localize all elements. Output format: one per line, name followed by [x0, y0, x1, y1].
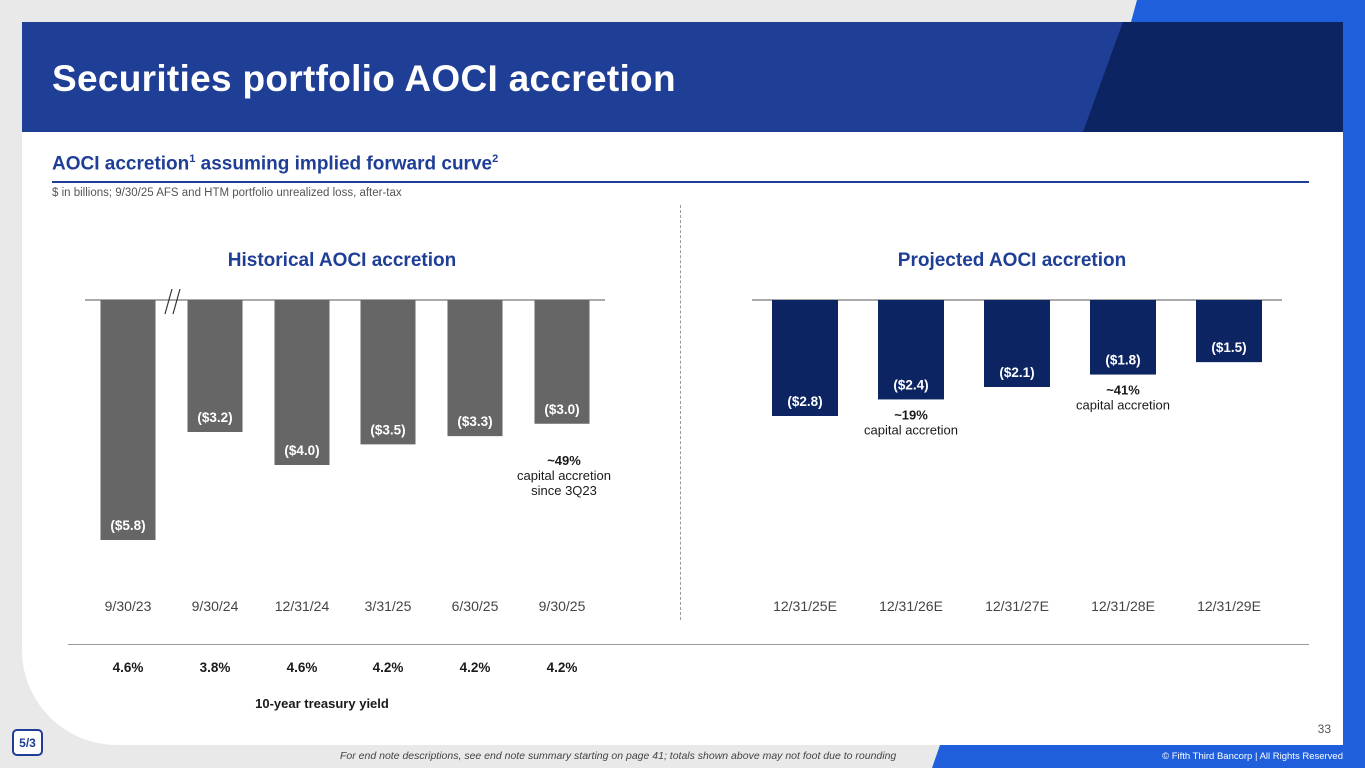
- historical-bar-label: ($4.0): [284, 443, 319, 458]
- treasury-yield-value: 3.8%: [199, 660, 231, 675]
- fifth-third-logo-icon: 5/3: [12, 729, 43, 756]
- copyright: © Fifth Third Bancorp | All Rights Reser…: [1162, 751, 1343, 762]
- historical-x-tick: 12/31/24: [275, 598, 330, 614]
- projected-annotation: capital accretion: [864, 422, 958, 437]
- projected-bar: [1196, 300, 1262, 363]
- historical-bar: [447, 300, 503, 437]
- historical-bar: [100, 300, 156, 540]
- projected-bar-label: ($1.5): [1211, 340, 1246, 355]
- historical-bar: [274, 300, 330, 465]
- treasury-yield-value: 4.2%: [372, 660, 404, 675]
- subtitle-rule: [52, 181, 1309, 183]
- treasury-yield-value: 4.2%: [546, 660, 578, 675]
- projected-bar: [1090, 300, 1156, 375]
- treasury-yield-row: 4.6% 3.8% 4.6% 4.2% 4.2% 4.2%: [80, 660, 610, 680]
- header-slant: [1083, 22, 1343, 132]
- historical-bar-label: ($5.8): [110, 518, 145, 533]
- top-accent-bar: [1131, 0, 1365, 22]
- historical-x-tick: 3/31/25: [365, 598, 412, 614]
- projected-x-tick: 12/31/28E: [1091, 598, 1155, 614]
- projected-annotation: capital accretion: [1076, 398, 1170, 413]
- projected-bar-label: ($2.8): [787, 394, 822, 409]
- projected-bar: [772, 300, 838, 416]
- axis-break-mark: [164, 288, 173, 315]
- projected-bar: [878, 300, 944, 400]
- right-accent-strip: [1343, 22, 1365, 745]
- projected-bar-label: ($1.8): [1105, 353, 1140, 368]
- historical-chart-title: Historical AOCI accretion: [228, 250, 456, 271]
- treasury-yield-value: 4.6%: [112, 660, 144, 675]
- footnote-ref-2: 2: [492, 153, 499, 165]
- historical-bar: [360, 300, 416, 445]
- historical-x-tick: 9/30/25: [539, 598, 586, 614]
- historical-bar-label: ($3.3): [457, 414, 492, 429]
- historical-x-tick: 9/30/24: [192, 598, 239, 614]
- subtitle-text: AOCI accretion: [52, 153, 190, 175]
- projected-x-tick: 12/31/27E: [985, 598, 1049, 614]
- axis-break-mark: [172, 288, 181, 315]
- treasury-yield-label: 10-year treasury yield: [255, 696, 389, 711]
- page-title: Securities portfolio AOCI accretion: [52, 58, 676, 99]
- projected-bar-label: ($2.1): [999, 365, 1034, 380]
- historical-bar: [187, 300, 243, 432]
- treasury-yield-value: 4.6%: [286, 660, 318, 675]
- section-subtitle: AOCI accretion1 assuming implied forward…: [52, 153, 498, 175]
- subtitle-rest: assuming implied forward curve: [195, 153, 493, 175]
- page-number: 33: [1317, 722, 1331, 736]
- projected-x-tick: 12/31/26E: [879, 598, 943, 614]
- historical-bar-label: ($3.2): [197, 410, 232, 425]
- projected-annotation: ~19%: [894, 407, 928, 422]
- chart-divider: [680, 205, 681, 620]
- projected-bar-label: ($2.4): [893, 377, 928, 392]
- logo-mark: 5/3: [19, 735, 36, 750]
- historical-annotation: capital accretion: [517, 468, 611, 483]
- historical-x-tick: 9/30/23: [105, 598, 152, 614]
- historical-annotation: since 3Q23: [531, 483, 597, 498]
- historical-bar: [534, 300, 590, 424]
- header-band: [22, 22, 1343, 132]
- end-note: For end note descriptions, see end note …: [340, 750, 897, 762]
- projected-x-tick: 12/31/29E: [1197, 598, 1261, 614]
- projected-bar: [984, 300, 1050, 387]
- projected-x-tick: 12/31/25E: [773, 598, 837, 614]
- historical-bar-label: ($3.5): [370, 422, 405, 437]
- projected-annotation: ~41%: [1106, 383, 1140, 398]
- historical-annotation: ~49%: [547, 453, 581, 468]
- historical-bar-label: ($3.0): [544, 402, 579, 417]
- footnote-ref-1: 1: [189, 153, 196, 165]
- footer-bar: [932, 745, 1365, 768]
- units-note: $ in billions; 9/30/25 AFS and HTM portf…: [52, 187, 402, 199]
- yield-separator: [68, 644, 1309, 645]
- projected-chart-title: Projected AOCI accretion: [898, 250, 1126, 271]
- historical-x-tick: 6/30/25: [452, 598, 499, 614]
- treasury-yield-value: 4.2%: [459, 660, 491, 675]
